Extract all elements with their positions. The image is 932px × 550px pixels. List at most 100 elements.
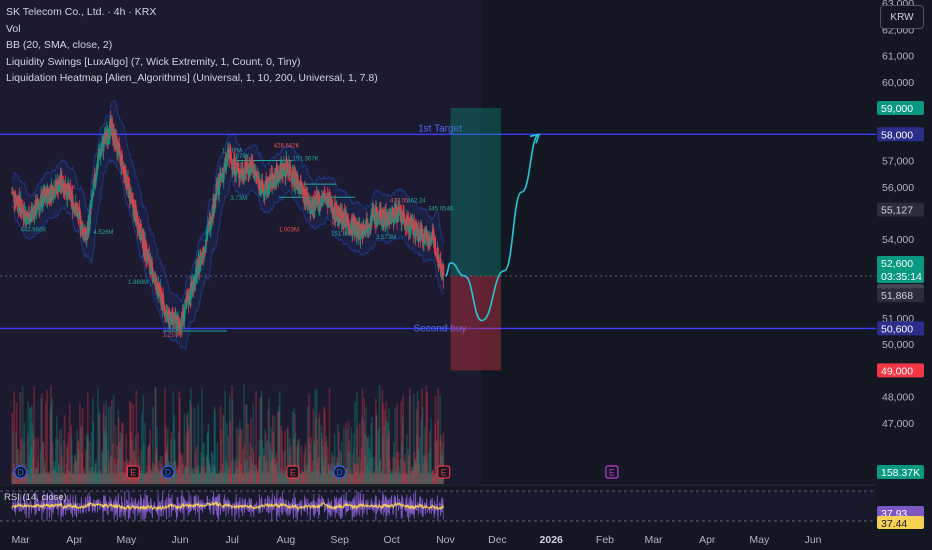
volume-bar: [119, 448, 121, 484]
volume-bar: [213, 406, 216, 484]
volume-bar: [371, 416, 373, 484]
volume-bar: [385, 420, 388, 484]
volume-bar: [369, 452, 372, 484]
volume-bar: [62, 472, 65, 484]
indicator-vol[interactable]: Vol: [6, 22, 21, 35]
volume-bar: [35, 468, 38, 484]
volume-bar: [155, 453, 158, 484]
volume-bar: [124, 473, 127, 484]
volume-bar: [110, 455, 112, 484]
volume-bar: [212, 466, 215, 484]
candle-body: [260, 189, 263, 191]
volume-bar: [121, 472, 124, 484]
volume-bar: [228, 394, 231, 484]
volume-bar: [104, 435, 107, 484]
price-label: 51,868: [881, 290, 913, 302]
volume-bar: [217, 473, 219, 484]
volume-bar: [182, 463, 184, 484]
volume-bar: [111, 400, 113, 484]
volume-bar: [57, 465, 60, 484]
volume-bar: [162, 472, 164, 484]
volume-bar: [215, 473, 217, 484]
volume-bar: [259, 397, 262, 484]
volume-bar: [132, 404, 134, 484]
volume-bar: [204, 473, 207, 484]
volume-bar: [437, 419, 439, 484]
volume-bar: [364, 433, 367, 484]
volume-bar: [90, 471, 92, 484]
volume-bar: [53, 470, 56, 484]
candle-body: [237, 168, 240, 179]
price-axis[interactable]: 63,00062,00061,00060,00057,00056,00054,0…: [877, 0, 924, 530]
candle-body: [297, 182, 300, 186]
earnings-marker: [437, 465, 451, 479]
volume-bar: [12, 472, 15, 484]
volume-bar: [149, 473, 152, 484]
price-label: 58,000: [881, 129, 913, 141]
candle-body: [165, 312, 168, 322]
volume-bar: [280, 467, 283, 484]
candle-body: [363, 229, 366, 232]
volume-bar: [303, 452, 305, 484]
price-label: 03:35:14: [881, 271, 922, 283]
volume-bar: [169, 473, 171, 484]
volume-bar: [21, 386, 24, 484]
symbol-title[interactable]: SK Telecom Co., Ltd. · 4h · KRX: [6, 6, 157, 18]
volume-bar: [59, 472, 62, 484]
indicator-bb[interactable]: BB (20, SMA, close, 2): [6, 39, 113, 51]
volume-bar: [44, 402, 47, 484]
candle-body: [391, 207, 394, 216]
volume-bar: [62, 440, 65, 484]
volume-bar: [285, 473, 288, 484]
volume-bar: [296, 446, 299, 484]
volume-bar: [368, 447, 371, 484]
candle-body: [117, 142, 120, 144]
volume-bar: [257, 470, 259, 484]
volume-bar: [128, 473, 130, 484]
bb-lower: [11, 158, 444, 351]
candle-body: [289, 165, 292, 174]
candle-body: [313, 199, 316, 212]
time-tick: Apr: [66, 534, 83, 546]
time-tick: Jun: [805, 534, 822, 546]
volume-bar: [115, 473, 118, 484]
volume-bar: [210, 451, 213, 484]
volume-bar: [170, 439, 172, 484]
volume-bar: [185, 466, 187, 484]
volume-bar: [357, 473, 360, 484]
volume-bar: [201, 387, 203, 484]
volume-bar: [75, 460, 78, 484]
volume-bar: [278, 391, 281, 484]
volume-bar: [376, 464, 379, 484]
volume-bar: [151, 461, 154, 484]
volume-bar: [15, 402, 18, 484]
candle-body: [149, 260, 152, 275]
volume-bar: [203, 473, 205, 484]
volume-bar: [385, 401, 387, 484]
volume-bar: [238, 460, 240, 484]
time-axis[interactable]: Mar Apr May Jun Jul Aug Sep Oct Nov Dec 2026 Feb Mar…: [12, 534, 822, 546]
volume-bar: [264, 473, 267, 484]
candle-body: [236, 168, 239, 171]
volume-bar: [279, 471, 282, 484]
volume-bar: [256, 468, 258, 484]
volume-bar: [315, 389, 318, 484]
candle-body: [138, 224, 141, 232]
candle-body: [285, 159, 288, 172]
volume-bar: [114, 425, 117, 484]
candle-body: [432, 232, 435, 234]
volume-bar: [105, 415, 107, 484]
volume-bar: [262, 471, 264, 484]
volume-bar: [331, 456, 333, 484]
candle-body: [60, 175, 63, 188]
time-tick: Jun: [172, 534, 189, 546]
indicator-liquidity-swings[interactable]: Liquidity Swings [LuxAlgo] (7, Wick Extr…: [6, 55, 301, 68]
currency-button[interactable]: KRW: [880, 5, 924, 29]
volume-bar: [276, 472, 279, 484]
indicator-liquidation-heatmap[interactable]: Liquidation Heatmap [Alien_Algorithms] (…: [6, 72, 378, 84]
volume-bar: [133, 473, 135, 484]
candle-body: [128, 183, 131, 188]
volume-bar: [365, 407, 367, 484]
